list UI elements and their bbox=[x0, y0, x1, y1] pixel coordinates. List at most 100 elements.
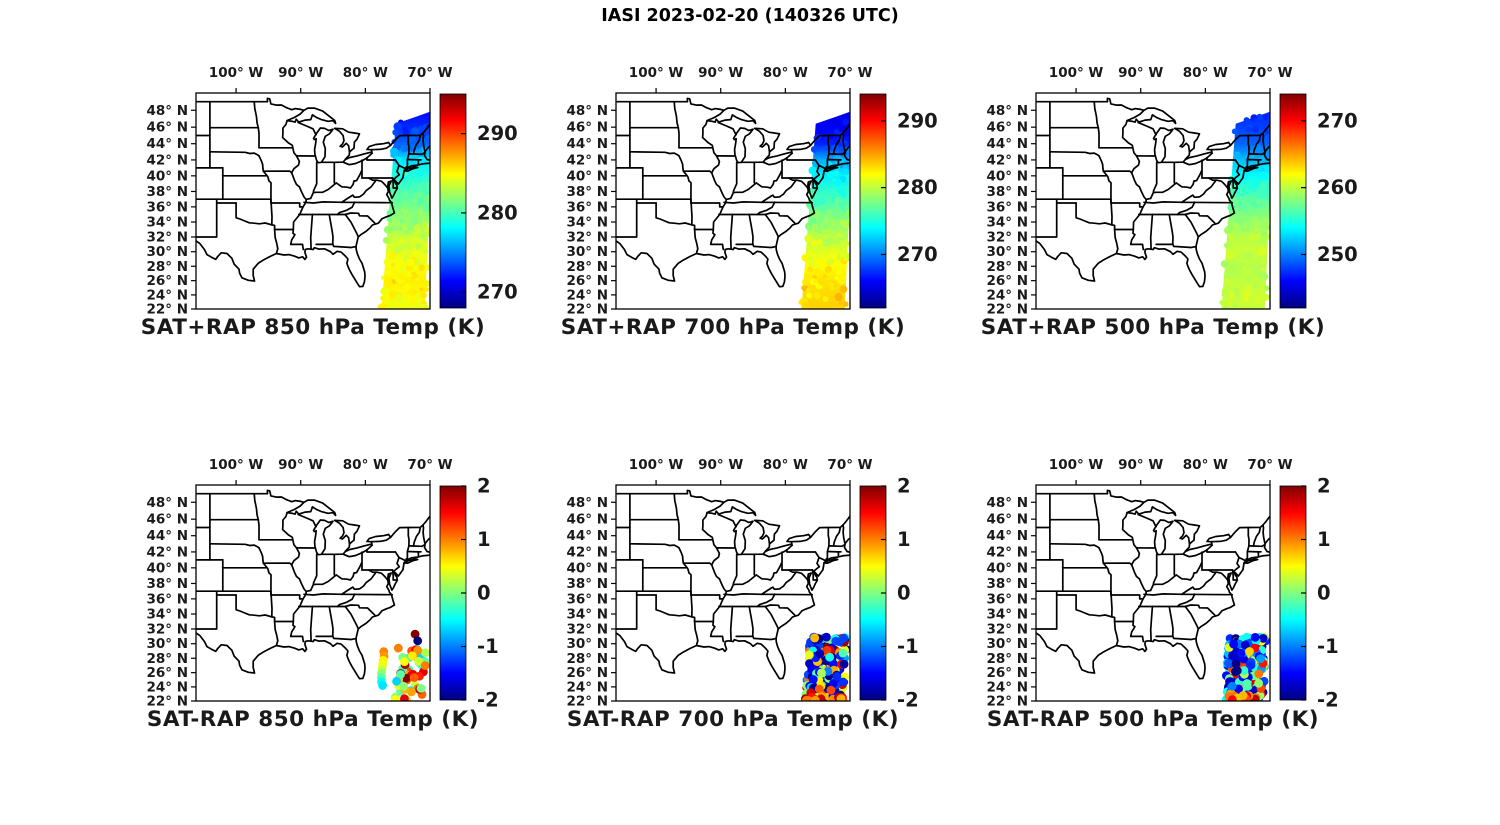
map-panel-sat_plus_rap_700: 100° W 90° W 80° W 70° W 48° N46° N44° N42° … bbox=[566, 65, 937, 318]
svg-text:-1: -1 bbox=[1317, 635, 1339, 658]
svg-text:42° N: 42° N bbox=[986, 152, 1028, 168]
svg-text:24° N: 24° N bbox=[986, 679, 1028, 695]
svg-text:32° N: 32° N bbox=[986, 621, 1028, 637]
svg-text:40° N: 40° N bbox=[986, 560, 1028, 576]
map-panel-sat_minus_rap_500: 100° W 90° W 80° W 70° W 48° N46° N44° N42° … bbox=[986, 457, 1338, 712]
svg-text:44° N: 44° N bbox=[566, 136, 608, 152]
svg-text:26° N: 26° N bbox=[986, 665, 1028, 681]
svg-text:-1: -1 bbox=[897, 635, 919, 658]
svg-text:30° N: 30° N bbox=[986, 244, 1028, 260]
svg-text:38° N: 38° N bbox=[986, 184, 1028, 200]
svg-text:100° W: 100° W bbox=[1049, 457, 1104, 473]
svg-text:1: 1 bbox=[897, 528, 911, 551]
us-state-map bbox=[196, 489, 430, 680]
colorbar-sat_plus_rap_850: 290 280 270 bbox=[439, 93, 518, 309]
svg-text:44° N: 44° N bbox=[566, 528, 608, 544]
svg-text:80° W: 80° W bbox=[1183, 65, 1228, 81]
svg-text:28° N: 28° N bbox=[566, 259, 608, 275]
svg-text:28° N: 28° N bbox=[566, 651, 608, 667]
svg-text:290: 290 bbox=[477, 122, 518, 145]
svg-text:26° N: 26° N bbox=[146, 273, 188, 289]
svg-text:270: 270 bbox=[477, 281, 518, 304]
map-panel-sat_plus_rap_500: 100° W 90° W 80° W 70° W 48° N46° N44° N42° … bbox=[986, 65, 1357, 318]
svg-text:90° W: 90° W bbox=[1118, 65, 1163, 81]
svg-text:-1: -1 bbox=[477, 635, 499, 658]
svg-text:36° N: 36° N bbox=[146, 591, 188, 607]
svg-text:38° N: 38° N bbox=[146, 184, 188, 200]
svg-text:270: 270 bbox=[897, 243, 938, 266]
colorbar-sat_minus_rap_500: 2 1 0 -1 -2 bbox=[1279, 475, 1339, 712]
svg-text:46° N: 46° N bbox=[146, 120, 188, 136]
svg-text:38° N: 38° N bbox=[566, 184, 608, 200]
svg-text:36° N: 36° N bbox=[986, 591, 1028, 607]
svg-text:250: 250 bbox=[1317, 243, 1358, 266]
svg-text:22° N: 22° N bbox=[986, 694, 1028, 710]
svg-text:26° N: 26° N bbox=[986, 273, 1028, 289]
us-state-map bbox=[616, 489, 850, 680]
svg-text:0: 0 bbox=[897, 582, 911, 605]
svg-text:28° N: 28° N bbox=[146, 259, 188, 275]
svg-text:22° N: 22° N bbox=[566, 694, 608, 710]
svg-text:34° N: 34° N bbox=[146, 607, 188, 623]
difference-scatter-layer bbox=[1221, 632, 1270, 701]
colorbar-sat_minus_rap_850: 2 1 0 -1 -2 bbox=[439, 475, 499, 712]
svg-text:34° N: 34° N bbox=[986, 215, 1028, 231]
panel-title-sat-plus-rap-850: SAT+RAP 850 hPa Temp (K) bbox=[140, 315, 486, 340]
svg-text:100° W: 100° W bbox=[209, 457, 264, 473]
svg-text:30° N: 30° N bbox=[566, 244, 608, 260]
svg-text:44° N: 44° N bbox=[986, 136, 1028, 152]
svg-text:90° W: 90° W bbox=[698, 457, 743, 473]
svg-text:80° W: 80° W bbox=[1183, 457, 1228, 473]
svg-text:22° N: 22° N bbox=[146, 302, 188, 318]
svg-text:70° W: 70° W bbox=[407, 65, 452, 81]
svg-text:44° N: 44° N bbox=[986, 528, 1028, 544]
svg-text:32° N: 32° N bbox=[986, 229, 1028, 245]
svg-text:46° N: 46° N bbox=[146, 512, 188, 528]
svg-text:30° N: 30° N bbox=[986, 636, 1028, 652]
svg-text:34° N: 34° N bbox=[146, 215, 188, 231]
svg-text:24° N: 24° N bbox=[146, 679, 188, 695]
svg-text:46° N: 46° N bbox=[986, 120, 1028, 136]
svg-text:26° N: 26° N bbox=[566, 665, 608, 681]
svg-text:2: 2 bbox=[1317, 475, 1331, 498]
svg-text:2: 2 bbox=[897, 475, 911, 498]
svg-text:32° N: 32° N bbox=[566, 621, 608, 637]
svg-text:280: 280 bbox=[897, 176, 938, 199]
svg-text:100° W: 100° W bbox=[629, 457, 684, 473]
panel-title-sat-minus-rap-500: SAT-RAP 500 hPa Temp (K) bbox=[986, 707, 1320, 732]
svg-text:100° W: 100° W bbox=[1049, 65, 1104, 81]
svg-text:34° N: 34° N bbox=[566, 607, 608, 623]
svg-text:70° W: 70° W bbox=[827, 457, 872, 473]
svg-text:1: 1 bbox=[477, 528, 491, 551]
svg-text:44° N: 44° N bbox=[146, 528, 188, 544]
svg-text:30° N: 30° N bbox=[566, 636, 608, 652]
panel-title-sat-minus-rap-850: SAT-RAP 850 hPa Temp (K) bbox=[146, 707, 480, 732]
svg-text:46° N: 46° N bbox=[566, 120, 608, 136]
us-state-map bbox=[1036, 97, 1270, 288]
map-panel-sat_minus_rap_850: 100° W 90° W 80° W 70° W 48° N46° N44° N42° … bbox=[146, 457, 498, 712]
colorbar-sat_plus_rap_700: 290 280 270 bbox=[859, 93, 938, 309]
map-panel-sat_plus_rap_850: 100° W 90° W 80° W 70° W 48° N46° N44° N42° … bbox=[146, 65, 517, 318]
svg-text:2: 2 bbox=[477, 475, 491, 498]
svg-text:42° N: 42° N bbox=[146, 152, 188, 168]
difference-scatter-layer bbox=[801, 632, 850, 701]
svg-text:24° N: 24° N bbox=[986, 287, 1028, 303]
svg-text:22° N: 22° N bbox=[566, 302, 608, 318]
difference-scatter-layer bbox=[377, 629, 430, 701]
svg-text:70° W: 70° W bbox=[827, 65, 872, 81]
svg-text:70° W: 70° W bbox=[407, 457, 452, 473]
svg-text:80° W: 80° W bbox=[763, 457, 808, 473]
svg-text:-2: -2 bbox=[1317, 689, 1339, 712]
svg-text:38° N: 38° N bbox=[146, 576, 188, 592]
svg-text:70° W: 70° W bbox=[1247, 65, 1292, 81]
svg-text:36° N: 36° N bbox=[566, 591, 608, 607]
svg-text:32° N: 32° N bbox=[146, 229, 188, 245]
panel-title-sat-minus-rap-700: SAT-RAP 700 hPa Temp (K) bbox=[566, 707, 900, 732]
svg-text:40° N: 40° N bbox=[146, 560, 188, 576]
svg-text:40° N: 40° N bbox=[146, 168, 188, 184]
svg-text:70° W: 70° W bbox=[1247, 457, 1292, 473]
svg-text:100° W: 100° W bbox=[209, 65, 264, 81]
us-state-map bbox=[196, 97, 430, 288]
